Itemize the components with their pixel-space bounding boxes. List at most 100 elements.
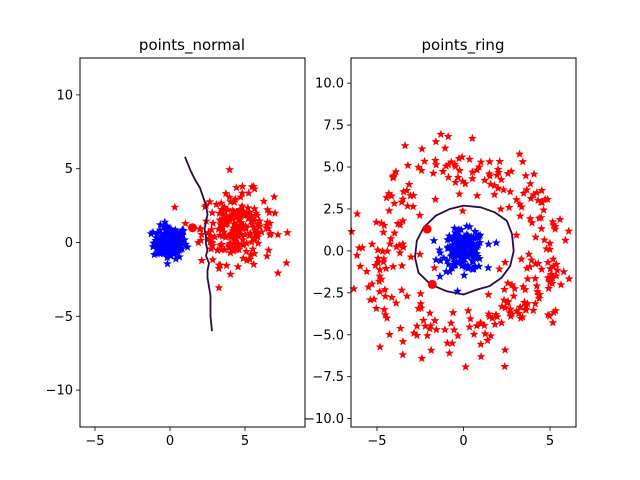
scatter-point-series-1 <box>491 238 501 247</box>
scatter-point-series-2 <box>474 162 484 171</box>
scatter-point-series-1 <box>459 251 468 261</box>
scatter-point-series-2 <box>495 156 505 166</box>
scatter-point-series-2 <box>217 239 227 249</box>
scatter-point-series-2 <box>425 308 435 317</box>
scatter-point-series-2 <box>386 234 396 243</box>
scatter-point-series-1 <box>166 251 176 260</box>
scatter-point-series-2 <box>217 224 226 234</box>
scatter-point-series-1 <box>157 231 167 240</box>
scatter-point-series-1 <box>449 234 459 243</box>
scatter-point-series-1 <box>455 238 465 248</box>
scatter-point-series-2 <box>556 280 566 289</box>
scatter-point-series-2 <box>515 302 525 311</box>
scatter-point-series-2 <box>496 175 506 184</box>
scatter-point-series-1 <box>442 256 452 265</box>
scatter-point-series-2 <box>249 259 259 269</box>
scatter-point-series-2 <box>253 219 263 229</box>
scatter-point-series-2 <box>225 238 235 248</box>
scatter-point-series-2 <box>255 216 264 225</box>
scatter-point-series-2 <box>527 218 537 227</box>
x-tick-label: −5 <box>85 434 104 449</box>
scatter-point-series-2 <box>454 153 464 163</box>
scatter-point-series-2 <box>417 144 427 153</box>
scatter-point-series-2 <box>257 227 267 236</box>
scatter-point-series-1 <box>175 252 184 261</box>
scatter-point-series-2 <box>438 166 448 176</box>
scatter-point-series-2 <box>379 305 389 314</box>
y-tick-label: 0 <box>65 236 73 251</box>
scatter-point-series-2 <box>512 195 521 204</box>
scatter-point-series-2 <box>548 217 558 226</box>
scatter-point-series-2 <box>543 273 553 282</box>
scatter-point-series-1 <box>445 266 455 276</box>
scatter-point-series-2 <box>381 263 391 273</box>
scatter-point-series-2 <box>537 224 546 233</box>
scatter-point-series-1 <box>483 263 493 272</box>
scatter-point-series-2 <box>506 304 515 313</box>
scatter-point-series-2 <box>250 184 259 193</box>
scatter-point-series-2 <box>380 310 390 319</box>
scatter-point-series-1 <box>473 251 482 261</box>
scatter-point-series-2 <box>193 238 203 247</box>
axes-points-ring: points_ring −5 0 5 −10.0 −7.5 −5.0 −2.5 0.0 2.5 5… <box>304 36 577 449</box>
x-tick-label: 0 <box>166 434 174 449</box>
scatter-point-series-1 <box>175 236 185 245</box>
scatter-point-series-2 <box>505 308 515 317</box>
scatter-point-series-2 <box>247 219 257 229</box>
scatter-point-series-2 <box>516 254 526 263</box>
scatter-point-series-2 <box>181 218 190 228</box>
scatter-point-series-2 <box>453 331 463 340</box>
scatter-point-series-2 <box>534 293 544 303</box>
scatter-point-series-2 <box>484 309 494 318</box>
scatter-point-series-2 <box>234 245 244 254</box>
scatter-point-series-2 <box>426 321 436 330</box>
scatter-point-series-2 <box>373 253 383 263</box>
scatter-point-series-2 <box>222 217 232 226</box>
scatter-point-series-2 <box>204 233 214 243</box>
scatter-point-series-1 <box>146 229 156 238</box>
scatter-point-series-2 <box>384 189 394 198</box>
scatter-point-series-2 <box>246 250 255 259</box>
scatter-point-series-2 <box>415 210 425 220</box>
scatter-point-series-2 <box>219 227 229 236</box>
scatter-point-series-2 <box>264 245 274 255</box>
scatter-point-series-2 <box>229 238 239 248</box>
scatter-point-series-2 <box>253 232 263 241</box>
scatter-point-series-2 <box>549 220 558 229</box>
scatter-point-series-2 <box>365 295 375 304</box>
scatter-point-series-2 <box>237 188 247 197</box>
scatter-point-series-2 <box>537 264 547 274</box>
scatter-point-series-1 <box>462 250 471 259</box>
scatter-point-series-1 <box>450 257 460 266</box>
scatter-point-series-2 <box>391 167 401 176</box>
scatter-point-series-2 <box>383 246 392 255</box>
scatter-point-series-1 <box>160 225 170 235</box>
scatter-point-series-2 <box>245 230 255 240</box>
scatter-point-series-2 <box>212 199 221 209</box>
scatter-point-series-2 <box>381 291 390 301</box>
scatter-point-series-2 <box>493 183 503 193</box>
scatter-point-series-2 <box>379 227 388 237</box>
scatter-point-series-2 <box>404 179 414 189</box>
scatter-point-series-2 <box>441 161 451 170</box>
scatter-point-series-2 <box>226 269 235 279</box>
scatter-point-series-2 <box>458 176 468 186</box>
scatter-point-series-2 <box>397 285 407 294</box>
scatter-point-series-2 <box>517 202 526 211</box>
scatter-point-series-1 <box>475 237 485 247</box>
scatter-point-series-2 <box>417 353 427 363</box>
scatter-point-series-2 <box>529 305 538 315</box>
scatter-point-series-2 <box>543 310 553 319</box>
scatter-point-series-1 <box>172 227 182 236</box>
scatter-point-series-1 <box>152 229 162 238</box>
scatter-point-series-1 <box>468 257 478 266</box>
y-tick-label: 5.0 <box>323 161 344 176</box>
scatter-point-series-2 <box>217 204 226 214</box>
scatter-point-series-2 <box>457 152 467 161</box>
scatter-point-series-2 <box>416 303 426 312</box>
scatter-point-series-1 <box>470 227 480 236</box>
scatter-point-series-2 <box>431 137 441 146</box>
scatter-point-series-2 <box>530 274 540 283</box>
y-tick-label: 7.5 <box>323 119 344 134</box>
highlight-point <box>422 224 432 234</box>
